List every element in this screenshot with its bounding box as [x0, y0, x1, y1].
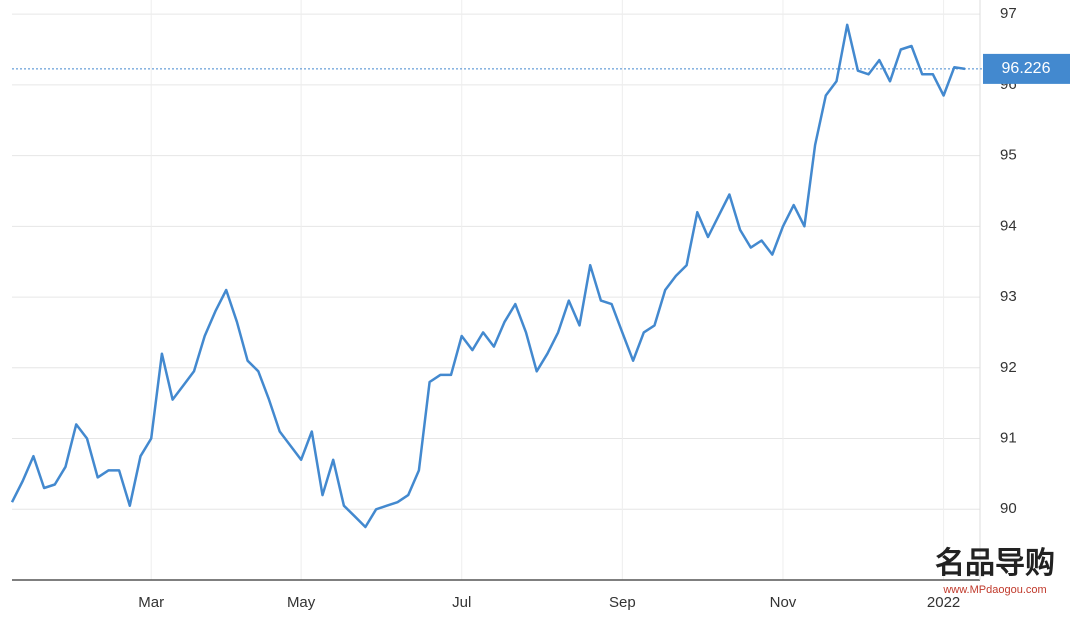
y-tick-label: 92 — [1000, 359, 1017, 376]
series-line — [10, 23, 966, 529]
y-tick-label: 91 — [1000, 430, 1017, 447]
watermark-brand: 名品导购 — [935, 547, 1055, 580]
x-tick-label: May — [287, 594, 316, 611]
x-tick-label: 2022 — [927, 594, 960, 611]
watermark-url: www.MPdaogou.com — [942, 584, 1046, 596]
y-tick-label: 95 — [1000, 147, 1017, 164]
y-tick-label: 97 — [1000, 5, 1017, 22]
current-value-tag — [983, 53, 1070, 84]
y-tick-label: 93 — [1000, 288, 1017, 305]
current-value-label: 96.226 — [1002, 60, 1051, 77]
y-tick-label: 94 — [1000, 217, 1017, 234]
x-tick-label: Mar — [138, 594, 164, 611]
x-tick-label: Jul — [452, 594, 471, 611]
x-tick-label: Nov — [770, 594, 797, 611]
y-tick-label: 90 — [1000, 500, 1017, 517]
x-tick-label: Sep — [609, 594, 636, 611]
